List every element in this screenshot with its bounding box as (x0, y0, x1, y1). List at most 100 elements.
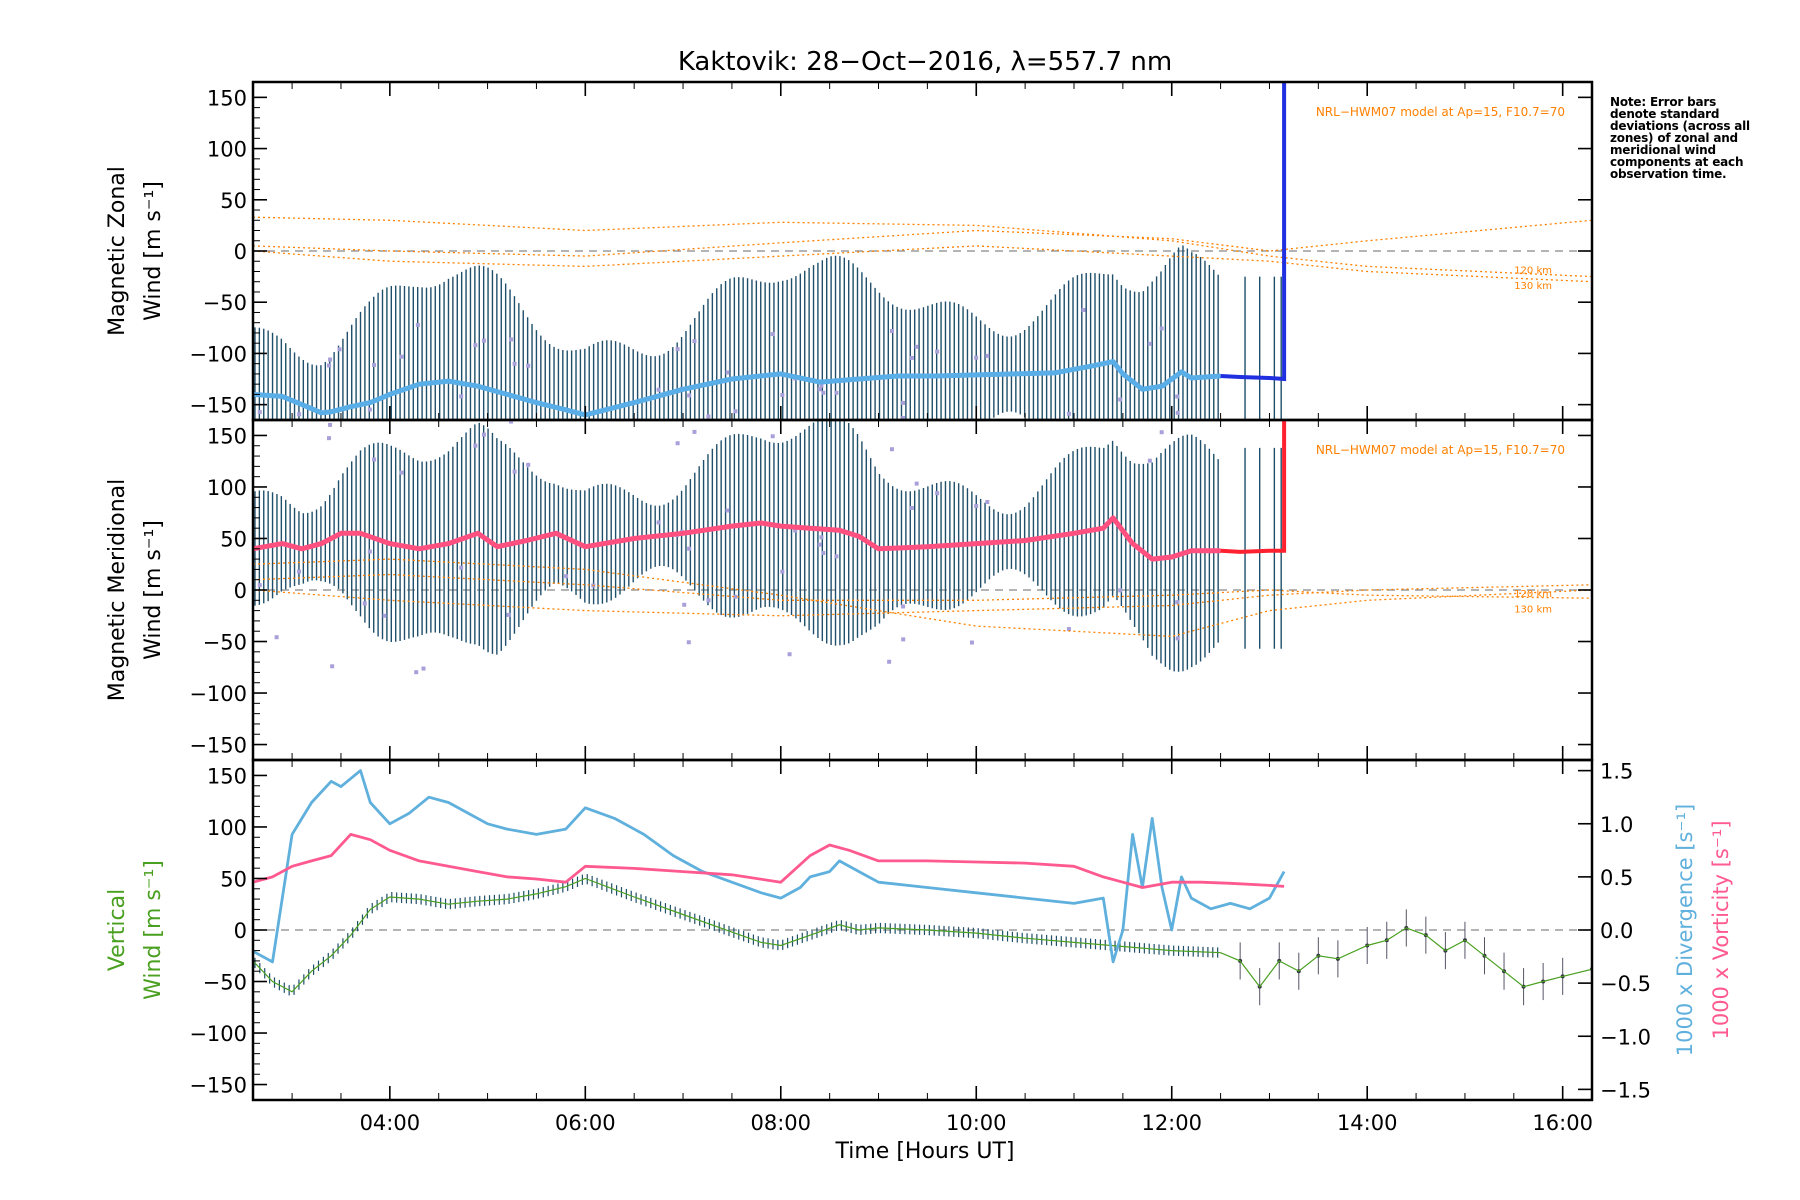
meridional-scatter-point-1 (362, 601, 367, 606)
zonal-scatter-point-50 (372, 362, 377, 367)
vertical-wind-line (253, 877, 1592, 993)
zonal-scatter-point-3 (327, 363, 332, 368)
meridional-scatter-point-48 (692, 429, 697, 434)
zonal-y-tick-label-6: −150 (189, 394, 247, 418)
meridional-y-axis-label-line1: Magnetic Meridional (105, 479, 130, 701)
meridional-panel: NRL−HWM07 model at Ap=15, F10.7=70 120 km… (105, 418, 1594, 762)
vertical-y-tick-label-5: −100 (189, 1022, 247, 1046)
vertical-y-tick-label-0: 150 (207, 764, 247, 788)
zonal-scatter-point-58 (770, 332, 775, 337)
meridional-scatter-point-35 (969, 640, 974, 645)
zonal-scatter-point-36 (512, 361, 517, 366)
meridional-scatter-point-49 (819, 535, 824, 540)
zonal-scatter-point-43 (914, 344, 919, 349)
zonal-scatter-point-38 (1147, 341, 1152, 346)
zonal-y-tick-label-2: 50 (220, 189, 247, 213)
meridional-scatter-point-5 (526, 462, 531, 467)
zonal-scatter-point-37 (1081, 307, 1086, 312)
zonal-scatter-point-49 (819, 383, 824, 388)
meridional-scatter-point-28 (297, 569, 302, 574)
meridional-scatter-point-7 (733, 594, 738, 599)
meridional-scatter-point-36 (512, 469, 517, 474)
meridional-scatter-point-14 (656, 520, 661, 525)
meridional-y-tick-label-2: 50 (220, 527, 247, 551)
zonal-y-tick-label-0: 150 (207, 86, 247, 110)
vertical-y-tick-label-3: 0 (234, 919, 247, 943)
zonal-y-tick-label-4: −50 (203, 291, 247, 315)
zonal-scatter-point-45 (257, 410, 262, 415)
meridional-scatter-point-40 (787, 652, 792, 657)
zonal-altitude-label-0: 120 km (1514, 266, 1552, 277)
meridional-plot-area (253, 420, 1592, 675)
x-tick-label-2: 08:00 (751, 1111, 812, 1135)
meridional-scatter-point-10 (421, 666, 426, 671)
meridional-scatter-point-46 (817, 542, 822, 547)
divergence-axis-label: 1000 x Divergence [s⁻¹] (1673, 804, 1697, 1056)
meridional-scatter-point-59 (1066, 627, 1071, 632)
x-tick-label-1: 06:00 (555, 1111, 616, 1135)
meridional-mean-line (253, 515, 1221, 562)
meridional-altitude-label-0: 120 km (1514, 589, 1552, 600)
right-axis-tick-label-5: −1.0 (1600, 1025, 1651, 1049)
zonal-mean-line (253, 359, 1221, 418)
vertical-y-tick-label-1: 100 (207, 816, 247, 840)
right-axis-tick-label-3: 0.0 (1600, 919, 1633, 943)
meridional-scatter-point-17 (682, 602, 687, 607)
zonal-scatter-point-22 (481, 338, 486, 343)
meridional-scatter-point-56 (414, 670, 419, 675)
zonal-scatter-point-30 (1175, 394, 1180, 399)
zonal-y-tick-label-1: 100 (207, 138, 247, 162)
meridional-scatter-point-54 (889, 447, 894, 452)
meridional-scatter-point-0 (725, 508, 730, 513)
meridional-scatter-point-29 (909, 506, 914, 511)
panels-layer: NRL−HWM07 model at Ap=15, F10.7=70 120 km… (105, 80, 1733, 1135)
meridional-y-tick-label-4: −50 (203, 631, 247, 655)
meridional-y-tick-label-1: 100 (207, 476, 247, 500)
meridional-y-tick-label-5: −100 (189, 682, 247, 706)
meridional-scatter-point-15 (901, 604, 906, 609)
meridional-y-axis-label-line2: Wind [m s⁻¹] (141, 520, 166, 660)
meridional-scatter-point-24 (834, 554, 839, 559)
x-tick-label-4: 12:00 (1141, 1111, 1202, 1135)
meridional-model-curve-0 (253, 558, 1592, 638)
right-axis-tick-label-1: 1.0 (1600, 813, 1633, 837)
x-tick-label-5: 14:00 (1337, 1111, 1398, 1135)
meridional-scatter-point-18 (780, 569, 785, 574)
zonal-scatter-point-0 (725, 370, 730, 375)
meridional-scatter-point-33 (687, 546, 692, 551)
vertical-y-axis-label-line2: Wind [m s⁻¹] (141, 860, 166, 1000)
meridional-scatter-point-42 (459, 565, 464, 570)
zonal-scatter-point-46 (817, 387, 822, 392)
chart-title: Kaktovik: 28−Oct−2016, λ=557.7 nm (678, 47, 1172, 77)
zonal-scatter-point-14 (656, 387, 661, 392)
meridional-tail-line (1220, 420, 1287, 554)
right-axis-tick-label-4: −0.5 (1600, 972, 1651, 996)
vertical-plot-area (253, 769, 1592, 1006)
meridional-y-tick-label-3: 0 (234, 579, 247, 603)
meridional-scatter-point-23 (706, 598, 711, 603)
meridional-scatter-point-4 (821, 550, 826, 555)
meridional-scatter-point-50 (372, 457, 377, 462)
zonal-scatter-point-19 (399, 354, 404, 359)
zonal-scatter-point-47 (337, 347, 342, 352)
vertical-y-tick-label-4: −50 (203, 971, 247, 995)
meridional-scatter-point-27 (686, 640, 691, 645)
zonal-scatter-point-32 (675, 347, 680, 352)
x-tick-label-0: 04:00 (360, 1111, 421, 1135)
zonal-scatter-point-24 (834, 390, 839, 395)
zonal-y-tick-label-5: −100 (189, 342, 247, 366)
zonal-scatter-point-8 (901, 415, 906, 420)
zonal-plot-area (253, 82, 1592, 420)
meridional-scatter-point-53 (935, 491, 940, 496)
right-axis-tick-label-0: 1.5 (1600, 760, 1633, 784)
zonal-scatter-point-21 (328, 357, 333, 362)
zonal-model-label: NRL−HWM07 model at Ap=15, F10.7=70 (1316, 105, 1565, 119)
zonal-tail-line (1220, 82, 1287, 382)
meridional-scatter-point-3 (327, 436, 332, 441)
meridional-scatter-point-21 (328, 422, 333, 427)
divergence-line (253, 769, 1286, 964)
vertical-panel: 1.5 1.0 0.5 0.0 −0.5 −1.0 −1.5 1000 x Divergenc… (105, 758, 1733, 1135)
meridional-altitude-label-1: 130 km (1514, 605, 1552, 616)
meridional-y-tick-label-6: −150 (189, 734, 247, 758)
